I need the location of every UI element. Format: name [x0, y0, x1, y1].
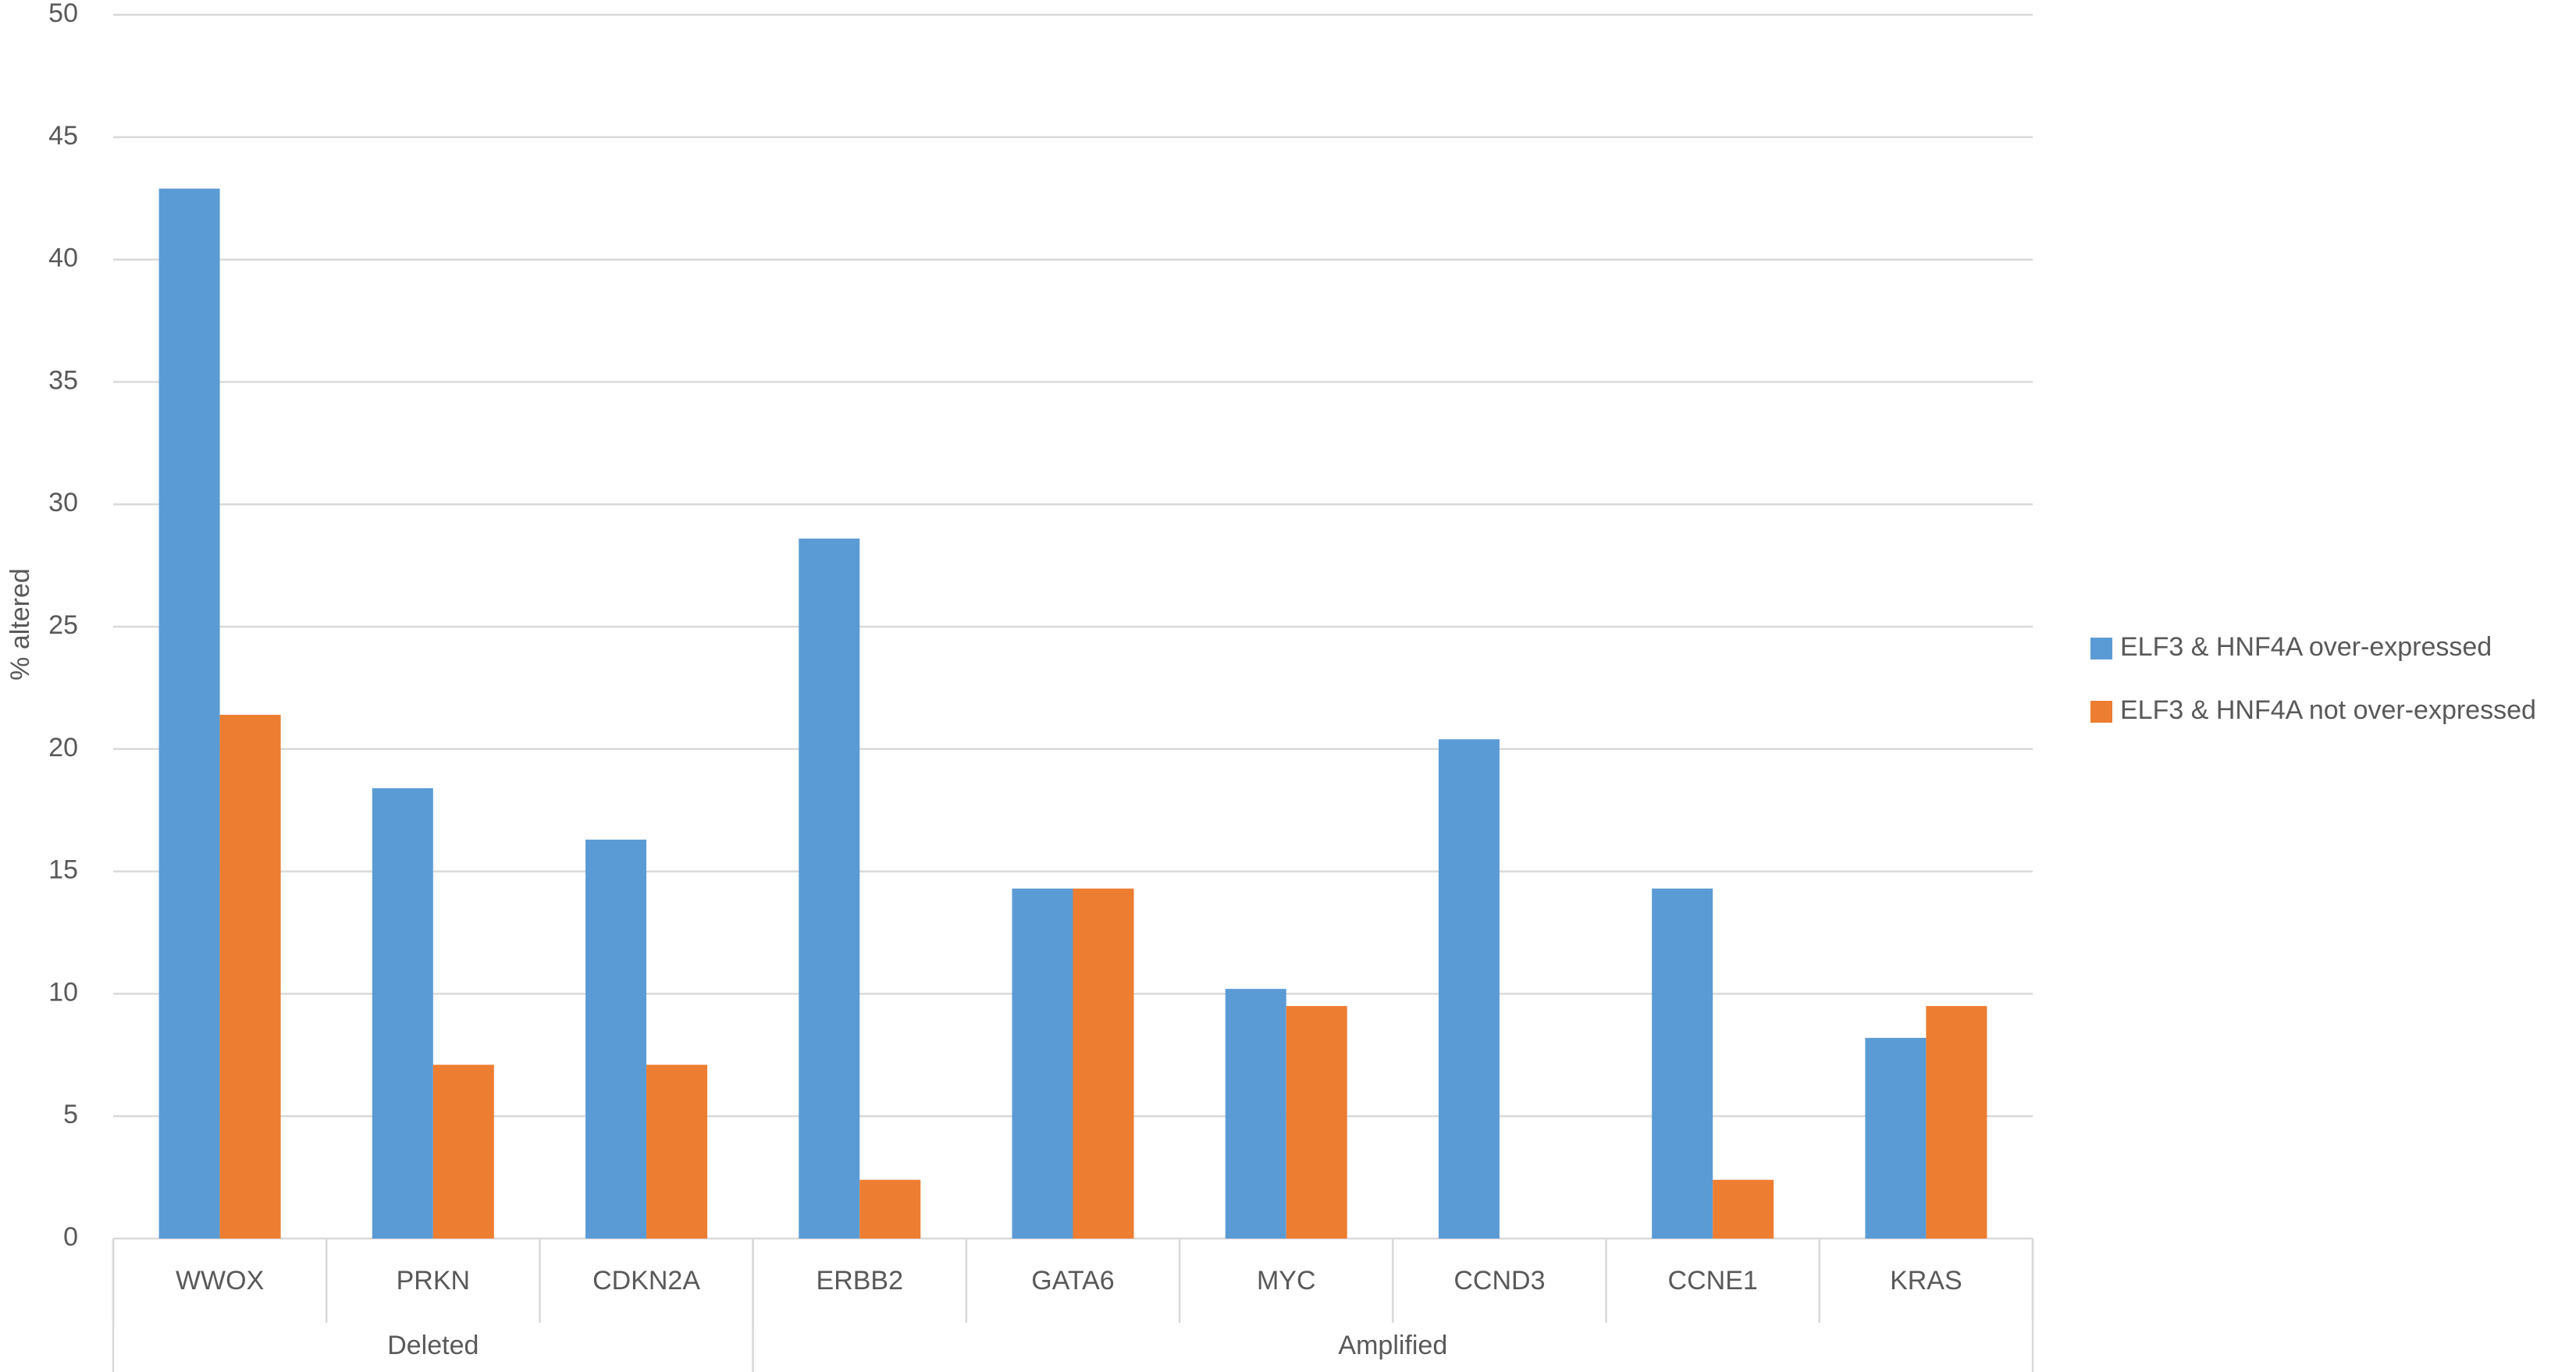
y-tick-label: 15: [48, 855, 78, 885]
bar: [372, 787, 433, 1239]
bar: [646, 1065, 708, 1239]
legend-swatch: [2090, 638, 2112, 659]
y-tick-label: 25: [48, 610, 78, 640]
bar: [219, 714, 281, 1239]
y-tick-label: 50: [48, 0, 78, 28]
bar: [585, 839, 647, 1239]
bar: [1865, 1037, 1927, 1239]
legend-swatch: [2090, 701, 2112, 723]
x-tick-label: PRKN: [397, 1266, 470, 1296]
bar: [799, 538, 860, 1239]
legend-label: ELF3 & HNF4A over-expressed: [2120, 632, 2492, 662]
y-tick-label: 30: [48, 488, 78, 517]
y-tick-label: 45: [48, 121, 78, 151]
bar: [1073, 888, 1134, 1239]
x-tick-label: KRAS: [1890, 1266, 1962, 1296]
group-label: Deleted: [387, 1331, 479, 1360]
x-tick-label: MYC: [1257, 1266, 1316, 1296]
bar: [1926, 1006, 1987, 1239]
bar: [1286, 1006, 1347, 1239]
group-label: Amplified: [1338, 1331, 1447, 1360]
y-tick-label: 0: [63, 1222, 78, 1252]
bar: [859, 1179, 921, 1239]
y-axis-label: % altered: [5, 568, 35, 681]
bar: [1438, 739, 1500, 1239]
bar: [158, 188, 220, 1239]
x-tick-label: CCNE1: [1668, 1266, 1758, 1296]
x-tick-label: CDKN2A: [592, 1266, 700, 1296]
bar: [1713, 1179, 1774, 1239]
legend-label: ELF3 & HNF4A not over-expressed: [2120, 695, 2536, 725]
y-tick-label: 5: [63, 1100, 78, 1129]
bar: [1012, 888, 1073, 1239]
y-tick-label: 40: [48, 243, 78, 273]
bar: [1225, 989, 1286, 1239]
bar: [432, 1065, 494, 1239]
x-tick-label: WWOX: [176, 1266, 264, 1296]
y-tick-label: 20: [48, 733, 78, 762]
y-tick-label: 10: [48, 977, 78, 1007]
x-tick-label: ERBB2: [817, 1266, 904, 1296]
x-tick-label: GATA6: [1031, 1266, 1114, 1296]
bar: [1652, 888, 1713, 1239]
y-tick-label: 35: [48, 365, 78, 395]
x-tick-label: CCND3: [1453, 1266, 1545, 1296]
